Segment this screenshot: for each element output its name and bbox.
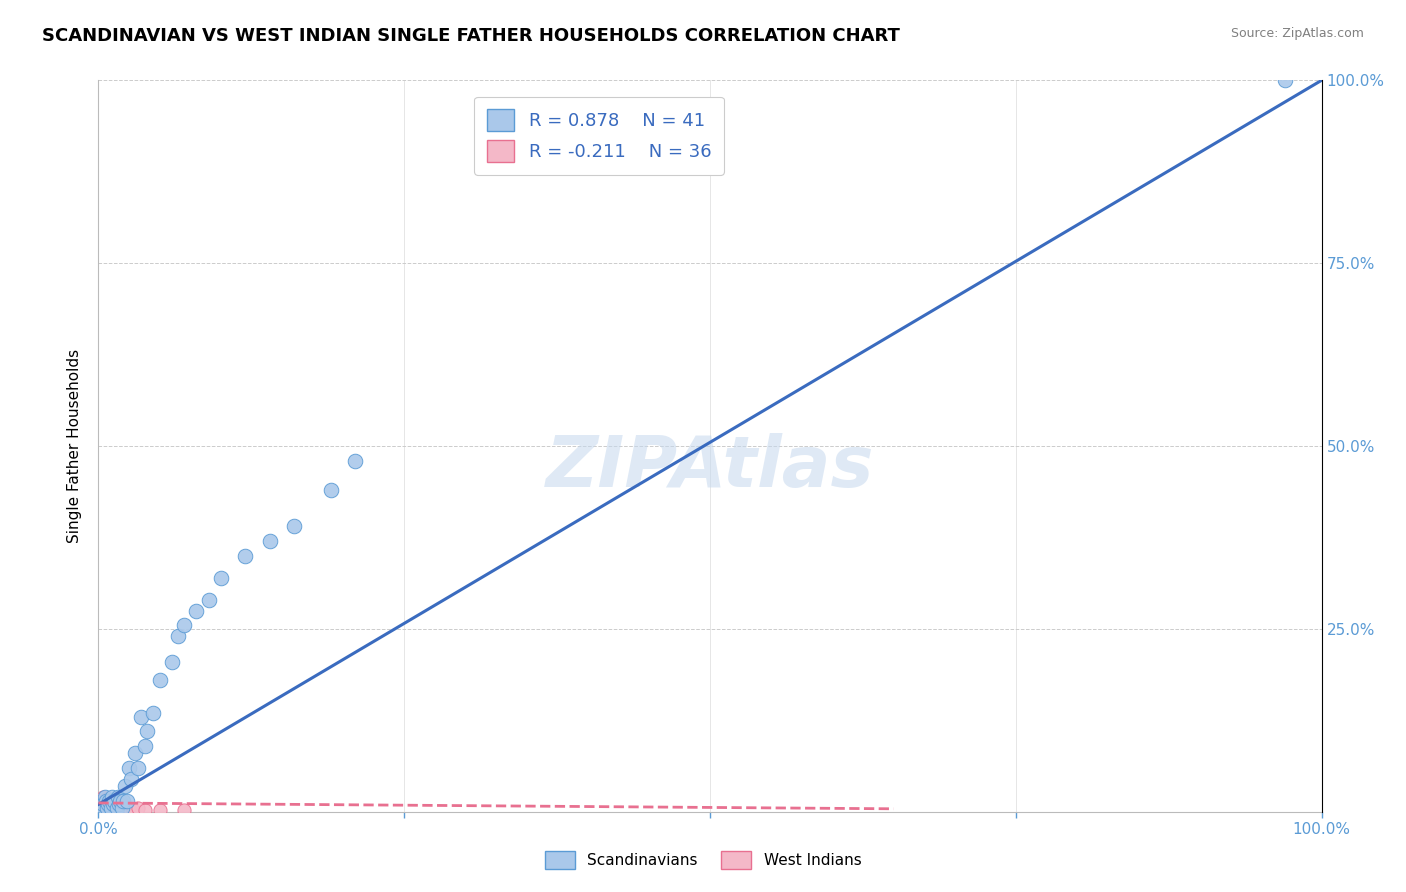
Point	[93, 794, 115, 808]
Point	[97, 798, 120, 813]
Point	[173, 803, 195, 817]
Point	[91, 801, 114, 815]
Legend: R = 0.878    N = 41, R = -0.211    N = 36: R = 0.878 N = 41, R = -0.211 N = 36	[474, 96, 724, 175]
Point	[118, 761, 141, 775]
Text: SCANDINAVIAN VS WEST INDIAN SINGLE FATHER HOUSEHOLDS CORRELATION CHART: SCANDINAVIAN VS WEST INDIAN SINGLE FATHE…	[42, 27, 900, 45]
Point	[149, 803, 172, 817]
Point	[97, 791, 120, 805]
Point	[91, 794, 114, 808]
Point	[111, 801, 134, 815]
Point	[319, 483, 342, 497]
Point	[283, 519, 305, 533]
Point	[107, 790, 129, 805]
Point	[124, 746, 146, 760]
Point	[197, 592, 219, 607]
Point	[97, 797, 120, 812]
Point	[96, 801, 118, 815]
Point	[134, 803, 156, 817]
Point	[149, 673, 172, 687]
Point	[127, 761, 149, 775]
Text: ZIPAtlas: ZIPAtlas	[546, 434, 875, 502]
Point	[108, 797, 131, 812]
Point	[94, 794, 117, 808]
Point	[100, 799, 122, 814]
Point	[103, 794, 125, 808]
Point	[98, 794, 121, 808]
Point	[108, 797, 131, 812]
Point	[94, 798, 117, 813]
Point	[91, 790, 114, 805]
Point	[111, 798, 134, 813]
Point	[1274, 73, 1296, 87]
Point	[93, 790, 115, 805]
Point	[127, 801, 149, 815]
Point	[259, 534, 281, 549]
Point	[91, 798, 114, 813]
Point	[101, 798, 124, 813]
Point	[105, 798, 128, 813]
Point	[129, 709, 152, 723]
Point	[209, 571, 232, 585]
Point	[96, 801, 118, 815]
Point	[105, 801, 128, 815]
Point	[98, 796, 121, 810]
Point	[101, 795, 124, 809]
Point	[100, 794, 122, 808]
Point	[233, 549, 256, 563]
Text: Source: ZipAtlas.com: Source: ZipAtlas.com	[1230, 27, 1364, 40]
Point	[101, 790, 124, 805]
Point	[98, 803, 121, 817]
Point	[101, 794, 124, 808]
Point	[186, 603, 208, 617]
Point	[101, 797, 124, 812]
Point	[107, 801, 129, 815]
Point	[91, 797, 114, 812]
Point	[91, 797, 114, 812]
Point	[160, 655, 183, 669]
Point	[103, 801, 125, 815]
Point	[344, 453, 367, 467]
Point	[120, 772, 142, 786]
Point	[110, 794, 132, 808]
Point	[90, 797, 112, 812]
Point	[115, 794, 138, 808]
Point	[134, 739, 156, 753]
Point	[96, 796, 118, 810]
Point	[167, 629, 190, 643]
Point	[111, 801, 134, 815]
Point	[100, 801, 122, 815]
Point	[110, 803, 132, 817]
Point	[114, 779, 136, 793]
Point	[111, 794, 134, 808]
Point	[93, 801, 115, 815]
Point	[118, 801, 141, 815]
Point	[104, 797, 127, 812]
Point	[142, 706, 165, 720]
Legend: Scandinavians, West Indians: Scandinavians, West Indians	[538, 845, 868, 875]
Point	[136, 724, 159, 739]
Point	[114, 798, 136, 813]
Point	[173, 618, 195, 632]
Point	[101, 801, 124, 815]
Y-axis label: Single Father Households: Single Father Households	[67, 349, 83, 543]
Point	[90, 801, 112, 815]
Point	[121, 803, 143, 817]
Point	[94, 791, 117, 805]
